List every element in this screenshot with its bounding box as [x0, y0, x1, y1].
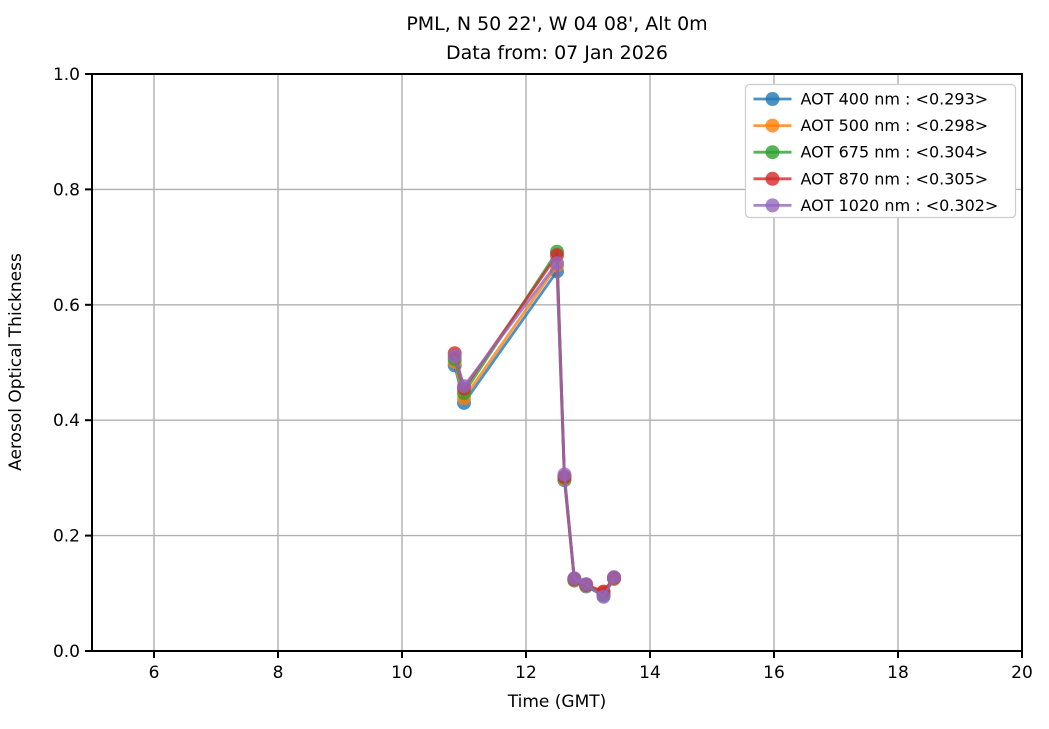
x-tick-label: 12: [515, 663, 537, 683]
legend-label: AOT 870 nm : <0.305>: [801, 169, 989, 188]
legend-marker: [765, 118, 780, 133]
x-tick-label: 20: [1011, 663, 1033, 683]
legend-label: AOT 500 nm : <0.298>: [801, 116, 989, 135]
title-line-2: Data from: 07 Jan 2026: [446, 42, 668, 64]
page-title: PML, N 50 22', W 04 08', Alt 0m Data fro…: [92, 10, 1022, 68]
legend-marker: [765, 145, 780, 160]
data-point: [557, 467, 572, 482]
data-point: [607, 570, 622, 585]
data-point: [457, 379, 471, 394]
y-tick-label: 0.0: [53, 642, 80, 662]
series-line-aot-400-nm: [453, 267, 616, 598]
legend-label: AOT 675 nm : <0.304>: [801, 143, 989, 162]
x-tick-label: 10: [391, 663, 413, 683]
x-tick-label: 14: [639, 663, 661, 683]
data-point: [567, 571, 582, 586]
y-tick-label: 1.0: [53, 65, 80, 85]
x-tick-label: 8: [273, 663, 284, 683]
title-line-1: PML, N 50 22', W 04 08', Alt 0m: [406, 13, 708, 35]
data-point: [596, 589, 611, 604]
data-point: [550, 256, 564, 271]
y-tick-label: 0.2: [53, 527, 80, 547]
legend-label: AOT 1020 nm : <0.302>: [801, 196, 999, 215]
data-point: [579, 577, 594, 592]
legend-label: AOT 400 nm : <0.293>: [801, 90, 989, 109]
axes-spines: [91, 73, 1023, 652]
legend-marker: [765, 198, 780, 213]
x-tick-label: 18: [887, 663, 909, 683]
x-tick-label: 16: [763, 663, 785, 683]
series-line-aot-500-nm: [453, 261, 616, 594]
series-line-aot-1020-nm: [453, 259, 616, 599]
y-tick-label: 0.4: [53, 411, 80, 431]
y-tick-label: 0.8: [53, 180, 80, 200]
y-axis-label: Aerosol Optical Thickness: [6, 253, 26, 471]
legend-marker: [765, 171, 780, 186]
legend-marker: [765, 92, 780, 106]
x-axis-label: Time (GMT): [507, 692, 607, 712]
y-tick-label: 0.6: [53, 296, 80, 316]
data-point: [447, 349, 462, 364]
x-tick-label: 6: [149, 663, 160, 683]
legend-box: [744, 83, 1017, 219]
